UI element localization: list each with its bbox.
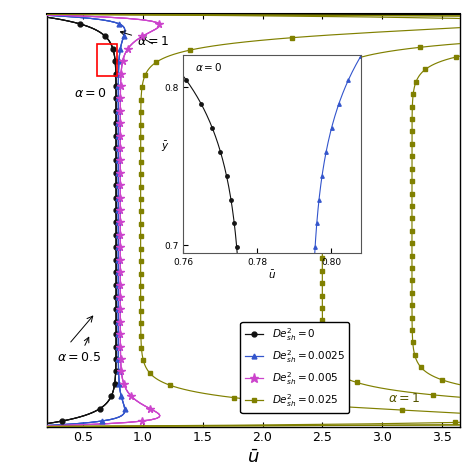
Legend: $De_{sh}^2=0$, $De_{sh}^2=0.0025$, $De_{sh}^2=0.005$, $De_{sh}^2=0.025$: $De_{sh}^2=0$, $De_{sh}^2=0.0025$, $De_{… <box>240 322 349 413</box>
Text: $\alpha=0$: $\alpha=0$ <box>73 87 106 100</box>
Text: $\alpha=1$: $\alpha=1$ <box>388 392 420 405</box>
Bar <box>97 44 118 76</box>
Text: $\alpha=0.5$: $\alpha=0.5$ <box>304 392 349 405</box>
X-axis label: $\bar{u}$: $\bar{u}$ <box>247 448 260 466</box>
Text: $\alpha=0.5$: $\alpha=0.5$ <box>57 337 101 364</box>
Text: $\alpha=1$: $\alpha=1$ <box>120 31 169 48</box>
